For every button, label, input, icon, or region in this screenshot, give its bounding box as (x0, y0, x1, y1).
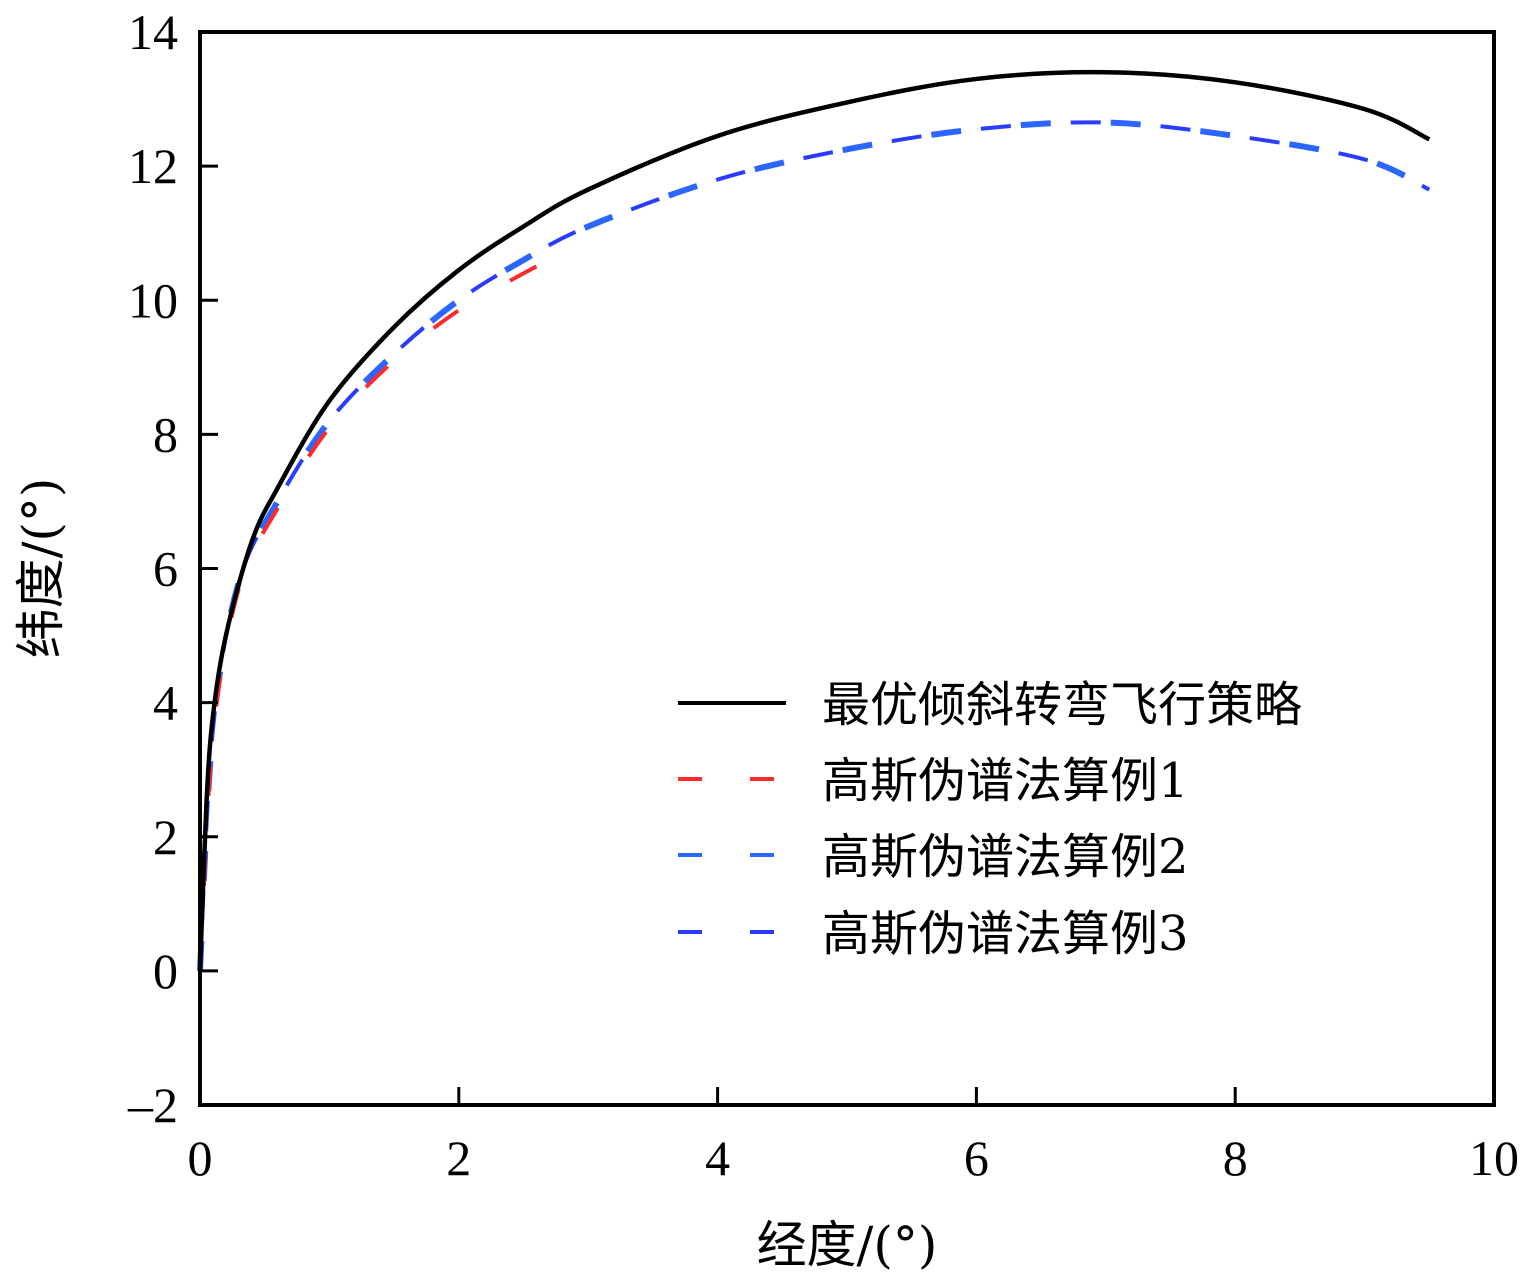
x-tick-label: 10 (1469, 1130, 1519, 1186)
x-tick-label: 8 (1223, 1130, 1248, 1186)
series-line-0 (197, 69, 1431, 971)
series-line-1 (198, 258, 551, 971)
y-tick-label: –2 (127, 1077, 178, 1133)
y-tick-label: 6 (153, 541, 178, 597)
x-axis-title: 经度/(°) (757, 1216, 938, 1274)
x-tick-label: 6 (964, 1130, 989, 1186)
y-tick-label: 8 (153, 406, 178, 462)
y-tick-label: 12 (128, 138, 178, 194)
y-axis: –2 0 2 4 6 8 10 12 14 (127, 4, 218, 1133)
y-tick-label: 0 (153, 943, 178, 999)
series-layer (197, 69, 1431, 972)
y-tick-label: 10 (128, 272, 178, 328)
y-tick-label: 14 (128, 4, 178, 60)
legend-label: 高斯伪谱法算例2 (822, 829, 1189, 885)
legend-label: 高斯伪谱法算例3 (822, 906, 1189, 962)
series-line-2 (197, 119, 1431, 972)
x-tick-label: 0 (188, 1130, 213, 1186)
x-tick-label: 2 (446, 1130, 471, 1186)
y-axis-title: 纬度/(°) (12, 478, 70, 659)
x-tick-label: 4 (705, 1130, 730, 1186)
legend-label: 高斯伪谱法算例1 (822, 753, 1189, 809)
y-tick-label: 2 (153, 809, 178, 865)
series-line-3 (198, 120, 1431, 971)
x-axis: 0 2 4 6 8 10 (188, 1087, 1519, 1186)
legend-label: 最优倾斜转弯飞行策略 (822, 677, 1302, 733)
y-tick-label: 4 (153, 675, 178, 731)
